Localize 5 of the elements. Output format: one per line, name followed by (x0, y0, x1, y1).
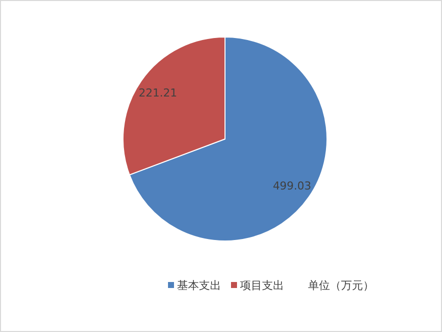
data-label: 221.21 (138, 86, 178, 100)
legend-label: 项目支出 (240, 279, 284, 292)
text: 单位（万元） (308, 279, 374, 292)
legend-label: 基本支出 (177, 279, 221, 292)
data-label: 499.03 (272, 179, 312, 192)
